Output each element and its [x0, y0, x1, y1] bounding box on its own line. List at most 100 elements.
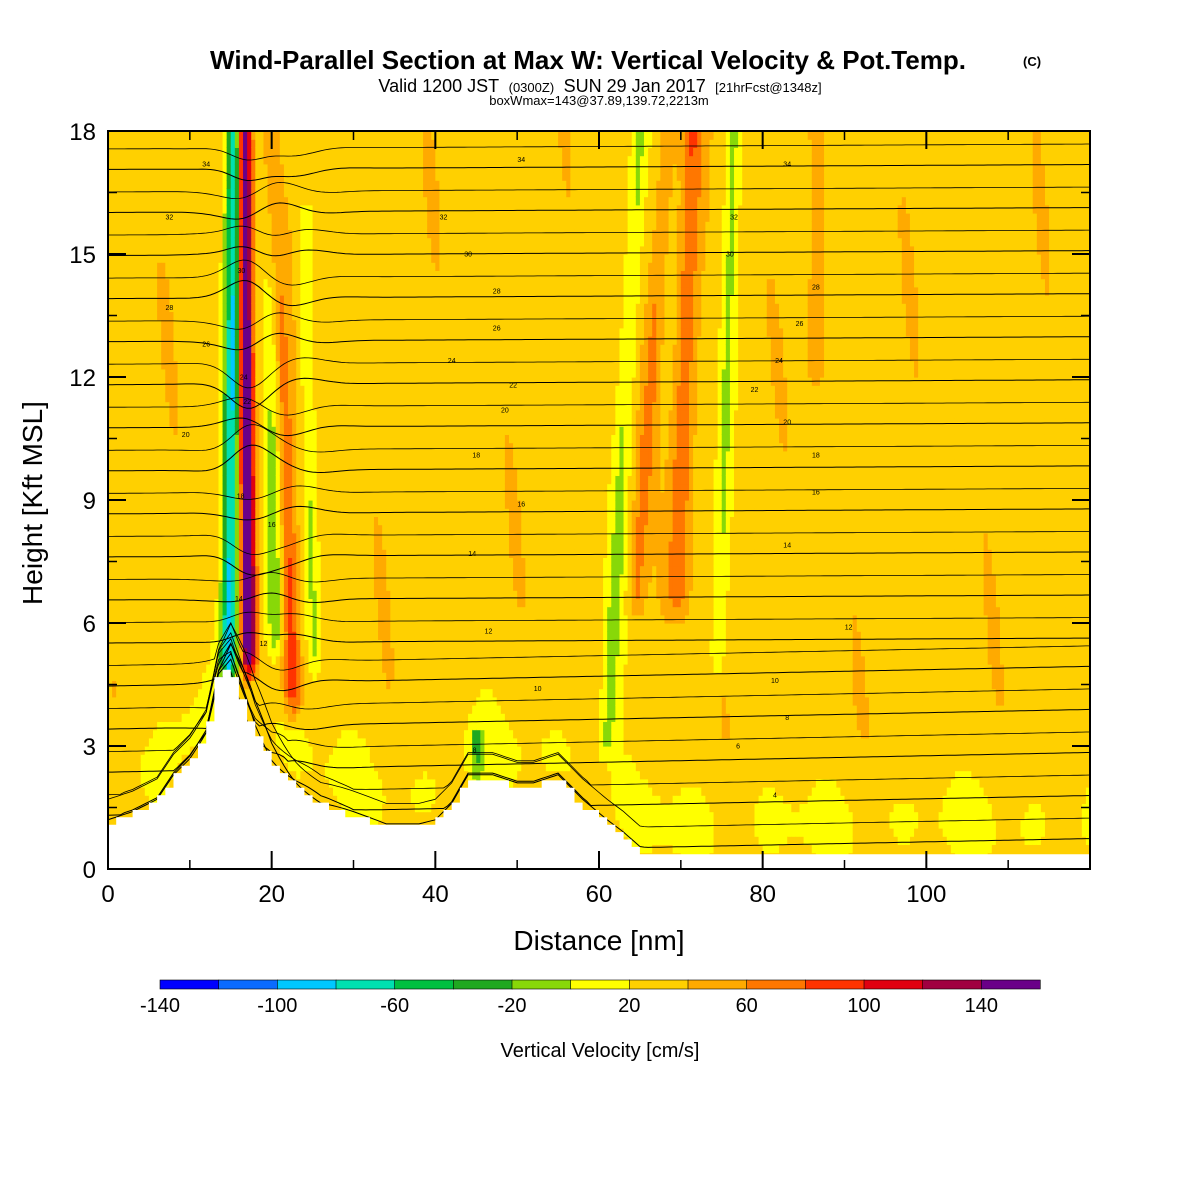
w-cell: [132, 262, 138, 271]
w-cell: [157, 713, 162, 722]
w-cell: [283, 582, 289, 591]
w-cell: [144, 245, 150, 255]
w-cell: [222, 541, 228, 550]
w-cell: [328, 582, 334, 591]
w-cell: [279, 754, 285, 763]
w-cell: [324, 746, 330, 755]
w-cell: [324, 459, 330, 468]
w-cell: [148, 598, 154, 608]
w-cell: [193, 213, 199, 222]
w-cell: [161, 377, 166, 386]
w-cell: [328, 327, 334, 337]
w-cell: [214, 278, 220, 288]
w-cell: [279, 459, 285, 468]
w-cell: [296, 229, 301, 239]
w-cell: [148, 426, 154, 435]
w-cell: [198, 467, 203, 476]
w-cell: [185, 254, 191, 263]
w-cell: [189, 278, 195, 288]
w-cell: [259, 237, 265, 247]
w-cell: [328, 631, 334, 640]
w-cell: [210, 377, 215, 386]
w-cell: [108, 787, 113, 796]
w-cell: [304, 696, 310, 706]
w-cell: [157, 401, 162, 411]
w-cell: [320, 221, 326, 230]
w-cell: [296, 434, 301, 444]
w-cell: [304, 483, 310, 493]
w-cell: [120, 188, 125, 198]
w-cell: [124, 778, 130, 788]
w-cell: [124, 672, 130, 681]
w-cell: [320, 172, 326, 181]
w-cell: [165, 368, 170, 378]
w-cell: [140, 737, 146, 747]
w-cell: [206, 549, 211, 558]
w-cell: [226, 327, 232, 337]
w-cell: [128, 131, 134, 140]
w-cell: [304, 131, 310, 140]
w-cell: [288, 746, 293, 755]
w-cell: [296, 688, 301, 698]
w-cell: [222, 459, 228, 468]
w-cell: [234, 311, 240, 321]
w-cell: [189, 459, 195, 468]
w-cell: [230, 573, 236, 583]
w-cell: [296, 778, 301, 788]
w-cell: [202, 516, 207, 526]
w-cell: [296, 713, 301, 722]
w-cell: [259, 491, 265, 501]
w-cell: [275, 500, 281, 509]
w-cell: [255, 418, 260, 427]
w-cell: [296, 336, 301, 345]
w-cell: [165, 155, 170, 165]
w-cell: [193, 295, 199, 304]
w-cell: [304, 557, 310, 567]
w-cell: [308, 516, 314, 526]
w-cell: [238, 262, 244, 271]
w-cell: [185, 754, 191, 763]
w-cell: [128, 327, 134, 337]
w-cell: [189, 352, 195, 362]
w-cell: [181, 549, 187, 558]
w-cell: [140, 762, 146, 772]
w-cell: [238, 557, 244, 567]
w-cell: [202, 303, 207, 312]
w-cell: [275, 557, 281, 567]
w-cell: [312, 582, 318, 591]
w-cell: [226, 426, 232, 435]
w-cell: [296, 360, 301, 370]
w-cell: [185, 319, 191, 329]
w-cell: [214, 139, 220, 148]
w-cell: [288, 442, 293, 452]
w-cell: [206, 582, 211, 591]
w-cell: [328, 729, 334, 739]
w-cell: [198, 655, 203, 665]
w-cell: [251, 664, 256, 673]
w-cell: [251, 705, 256, 714]
w-cell: [206, 295, 211, 304]
w-cell: [230, 639, 236, 649]
w-cell: [320, 286, 326, 296]
w-cell: [165, 696, 170, 706]
w-cell: [247, 237, 252, 247]
w-cell: [247, 713, 252, 722]
w-cell: [255, 450, 260, 460]
w-cell: [275, 524, 281, 534]
w-cell: [243, 327, 248, 337]
w-cell: [108, 746, 113, 755]
w-cell: [165, 500, 170, 509]
w-cell: [136, 705, 142, 714]
w-cell: [173, 631, 179, 640]
w-cell: [173, 385, 179, 394]
w-cell: [132, 213, 138, 222]
w-cell: [108, 508, 113, 517]
w-cell: [230, 303, 236, 312]
w-cell: [169, 319, 175, 329]
w-cell: [247, 131, 252, 140]
w-cell: [153, 360, 158, 370]
w-cell: [157, 483, 162, 493]
w-cell: [288, 393, 293, 403]
w-cell: [263, 467, 269, 476]
w-cell: [169, 278, 175, 288]
